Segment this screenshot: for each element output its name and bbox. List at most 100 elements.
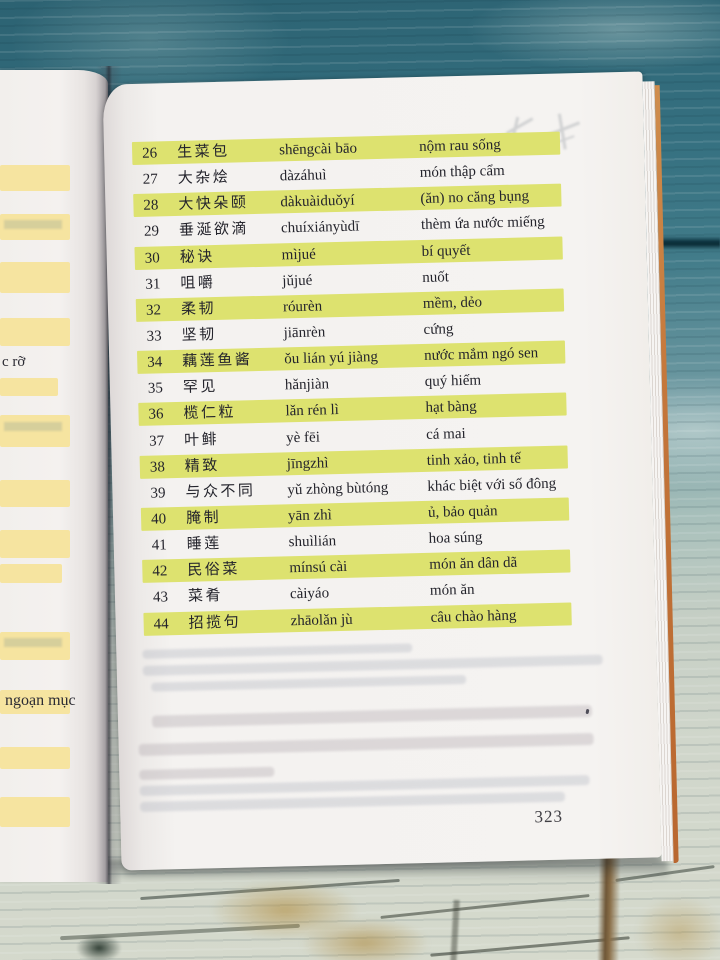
left-highlight-bar bbox=[0, 165, 70, 191]
vocab-no: 38 bbox=[149, 458, 166, 476]
bleedthrough-smudge bbox=[4, 220, 62, 229]
vocab-hanzi: 菜肴 bbox=[187, 588, 224, 606]
vocab-viet: nuốt bbox=[422, 269, 450, 286]
left-highlight-bar bbox=[0, 415, 70, 447]
vocab-viet: món ăn bbox=[429, 582, 475, 600]
vocab-no: 41 bbox=[151, 537, 167, 554]
left-page-text-fragment: ngoạn mục bbox=[5, 692, 76, 709]
vocab-viet: hoa súng bbox=[428, 529, 483, 547]
wood-ochre-patch bbox=[635, 895, 720, 960]
vocab-hanzi: 柔韧 bbox=[180, 300, 217, 318]
left-highlight-bar bbox=[0, 318, 70, 346]
vocab-pinyin: mìjué bbox=[281, 246, 317, 263]
vocab-pinyin: hǎnjiàn bbox=[284, 376, 330, 394]
vocab-viet: món thập cẩm bbox=[419, 163, 505, 182]
bleedthrough-text-line bbox=[142, 654, 603, 676]
left-highlight-bar bbox=[0, 378, 58, 396]
vocab-no: 37 bbox=[149, 432, 165, 450]
bleedthrough-text-line bbox=[151, 675, 467, 692]
vocab-viet: mềm, dẻo bbox=[422, 294, 483, 312]
vocab-hanzi: 精致 bbox=[184, 457, 221, 475]
vocab-viet: cá mai bbox=[425, 425, 466, 443]
left-highlight-bar bbox=[0, 262, 70, 293]
left-highlight-bar bbox=[0, 632, 70, 660]
bleedthrough-text-line bbox=[142, 643, 413, 659]
vocab-pinyin: shēngcài bāo bbox=[278, 140, 358, 159]
vocab-no: 31 bbox=[145, 276, 161, 293]
vocab-viet: tinh xảo, tinh tế bbox=[426, 450, 522, 469]
page-number: 323 bbox=[534, 806, 564, 827]
vocab-viet: hạt bàng bbox=[425, 399, 477, 417]
vocab-hanzi: 睡莲 bbox=[186, 536, 222, 553]
vocab-pinyin: chuíxiányùdī bbox=[280, 218, 360, 237]
left-page: c rỡ ngoạn mục bbox=[0, 70, 108, 882]
right-page: 26 生菜包 shēngcài bāo nộm rau sống 27 大杂烩 dàzáhu… bbox=[102, 71, 679, 871]
vocab-no: 43 bbox=[152, 589, 169, 607]
vocab-pinyin: ǒu lián yú jiàng bbox=[284, 349, 379, 368]
vocab-viet: (ăn) no căng bụng bbox=[420, 188, 530, 208]
left-highlight-bar bbox=[0, 480, 70, 507]
vocab-hanzi: 秘诀 bbox=[179, 248, 215, 266]
vocab-no: 26 bbox=[141, 145, 158, 162]
vocab-pinyin: jǔjué bbox=[282, 272, 313, 290]
vocab-pinyin: yān zhì bbox=[287, 507, 332, 525]
vocab-hanzi: 坚韧 bbox=[181, 326, 217, 344]
vocab-no: 36 bbox=[148, 406, 164, 424]
vocab-hanzi: 生菜包 bbox=[176, 143, 230, 161]
wood-ochre-patch bbox=[300, 918, 430, 960]
vocab-pinyin: jīngzhì bbox=[286, 454, 329, 473]
vocab-no: 39 bbox=[150, 485, 166, 502]
vocab-table: 26 生菜包 shēngcài bāo nộm rau sống 27 大杂烩 dàzáhu… bbox=[134, 130, 576, 637]
vocab-no: 42 bbox=[152, 563, 168, 580]
vocab-pinyin: dàkuàiduǒyí bbox=[280, 192, 355, 211]
vocab-pinyin: càiyáo bbox=[289, 585, 330, 603]
bleedthrough-smudge bbox=[4, 422, 62, 431]
vocab-pinyin: jiānrèn bbox=[283, 324, 326, 342]
vocab-no: 28 bbox=[143, 197, 159, 215]
vocab-pinyin: dàzáhuì bbox=[279, 167, 327, 185]
bleedthrough-text-line bbox=[140, 791, 566, 813]
vocab-no: 34 bbox=[147, 354, 163, 371]
vocab-no: 27 bbox=[142, 171, 159, 188]
vocab-pinyin: róurèn bbox=[282, 298, 323, 316]
bleedthrough-text-line bbox=[151, 704, 593, 728]
vocab-no: 33 bbox=[146, 328, 162, 345]
vocab-viet: câu chào hàng bbox=[430, 607, 517, 626]
vocab-no: 29 bbox=[143, 223, 160, 241]
vocab-no: 40 bbox=[150, 511, 167, 528]
bleedthrough-text-line bbox=[139, 766, 275, 781]
vocab-hanzi: 民俗菜 bbox=[187, 561, 241, 580]
left-highlight-bar bbox=[0, 564, 62, 583]
vocab-hanzi: 咀嚼 bbox=[180, 274, 216, 292]
vocab-hanzi: 大快朵颐 bbox=[178, 195, 249, 214]
vocab-viet: quý hiếm bbox=[424, 372, 482, 391]
vocab-hanzi: 罕见 bbox=[182, 379, 219, 397]
left-highlight-bar bbox=[0, 747, 70, 769]
vocab-hanzi: 招揽句 bbox=[188, 614, 242, 632]
vocab-pinyin: mínsú cài bbox=[289, 559, 348, 577]
vocab-no: 44 bbox=[153, 615, 169, 633]
vocab-pinyin: zhāolǎn jù bbox=[290, 611, 353, 629]
vocab-viet: ủ, bảo quản bbox=[427, 503, 498, 521]
vocab-hanzi: 叶鲱 bbox=[183, 431, 220, 449]
left-highlight-bar bbox=[0, 690, 70, 714]
left-highlight-bar bbox=[0, 530, 70, 558]
vocab-viet: cứng bbox=[423, 321, 454, 338]
vocab-viet: nộm rau sống bbox=[418, 137, 501, 155]
vocab-hanzi: 腌制 bbox=[185, 509, 222, 527]
vocab-hanzi: 大杂烩 bbox=[177, 169, 231, 188]
vocab-no: 32 bbox=[145, 302, 162, 319]
bleedthrough-smudge bbox=[4, 638, 62, 647]
vocab-viet: nước mắm ngó sen bbox=[424, 345, 539, 365]
vocab-pinyin: lǎn rén lì bbox=[285, 402, 340, 420]
vocab-hanzi: 垂涎欲滴 bbox=[178, 221, 250, 240]
wood-dark-knot bbox=[76, 934, 122, 960]
vocab-viet: khác biệt với số đông bbox=[427, 475, 557, 495]
vocab-no: 30 bbox=[144, 249, 160, 267]
vocab-pinyin: yǔ zhòng bùtóng bbox=[287, 479, 389, 499]
left-highlight-bar bbox=[0, 797, 70, 827]
bleedthrough-text-line bbox=[138, 732, 594, 757]
vocab-hanzi: 榄仁粒 bbox=[183, 404, 237, 423]
vocab-viet: thèm ứa nước miếng bbox=[420, 214, 545, 234]
